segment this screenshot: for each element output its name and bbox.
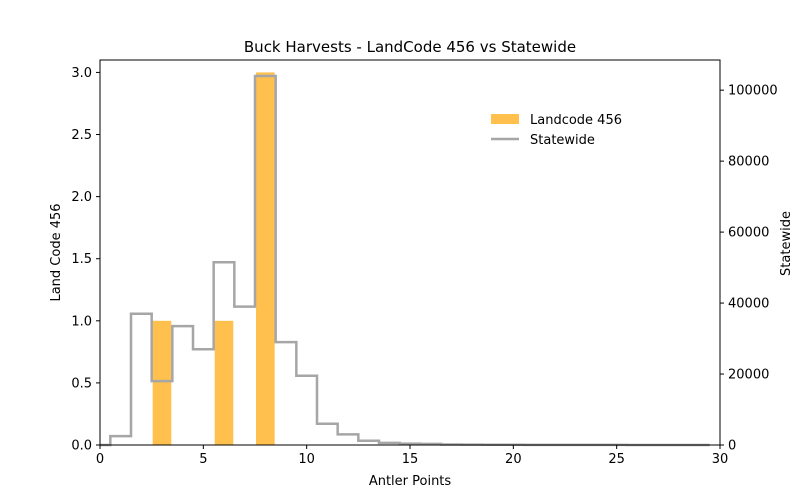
y-left-tick-label: 1.5: [71, 252, 92, 267]
plot-frame: [99, 59, 721, 446]
y-left-tick-label: 0.5: [71, 376, 92, 391]
x-tick-label: 0: [96, 452, 104, 467]
y-axis-left-label: Land Code 456: [49, 203, 64, 301]
x-axis-label: Antler Points: [369, 474, 452, 489]
y-right-tick-label: 0: [728, 439, 736, 454]
y-right-tick-label: 60000: [728, 226, 769, 241]
x-tick-label: 25: [608, 452, 625, 467]
bar-landcode-8: [256, 72, 275, 445]
y-left-tick-label: 0.0: [71, 439, 92, 454]
legend-label-statewide: Statewide: [530, 133, 595, 148]
y-left-tick-label: 2.0: [71, 190, 92, 205]
legend-label-landcode: Landcode 456: [530, 113, 622, 128]
x-tick-label: 30: [712, 452, 729, 467]
y-right-tick-label: 40000: [728, 297, 769, 312]
y-right-tick-label: 80000: [728, 155, 769, 170]
y-axis-right-label: Statewide: [779, 211, 794, 276]
axes: 0 5 10 15 20 25 30 0.0 0.5 1.0 1.5 2.0 2.5 3.0 0 20000 4…: [71, 66, 777, 467]
line-statewide: [100, 74, 710, 447]
legend-swatch-landcode: [491, 114, 519, 124]
y-right-tick-label: 20000: [728, 368, 769, 383]
bar-landcode-6: [214, 320, 234, 445]
chart-title: Buck Harvests - LandCode 456 vs Statewid…: [244, 38, 576, 56]
plot-area: [100, 72, 710, 447]
y-left-tick-label: 3.0: [71, 66, 92, 81]
bar-landcode-3: [152, 320, 172, 445]
y-left-tick-label: 1.0: [71, 314, 92, 329]
x-tick-label: 5: [199, 452, 207, 467]
legend: Landcode 456 Statewide: [491, 113, 622, 148]
y-right-tick-label: 100000: [728, 84, 778, 99]
x-tick-label: 20: [505, 452, 522, 467]
x-tick-label: 15: [402, 452, 419, 467]
x-tick-label: 10: [298, 452, 315, 467]
y-left-tick-label: 2.5: [71, 128, 92, 143]
